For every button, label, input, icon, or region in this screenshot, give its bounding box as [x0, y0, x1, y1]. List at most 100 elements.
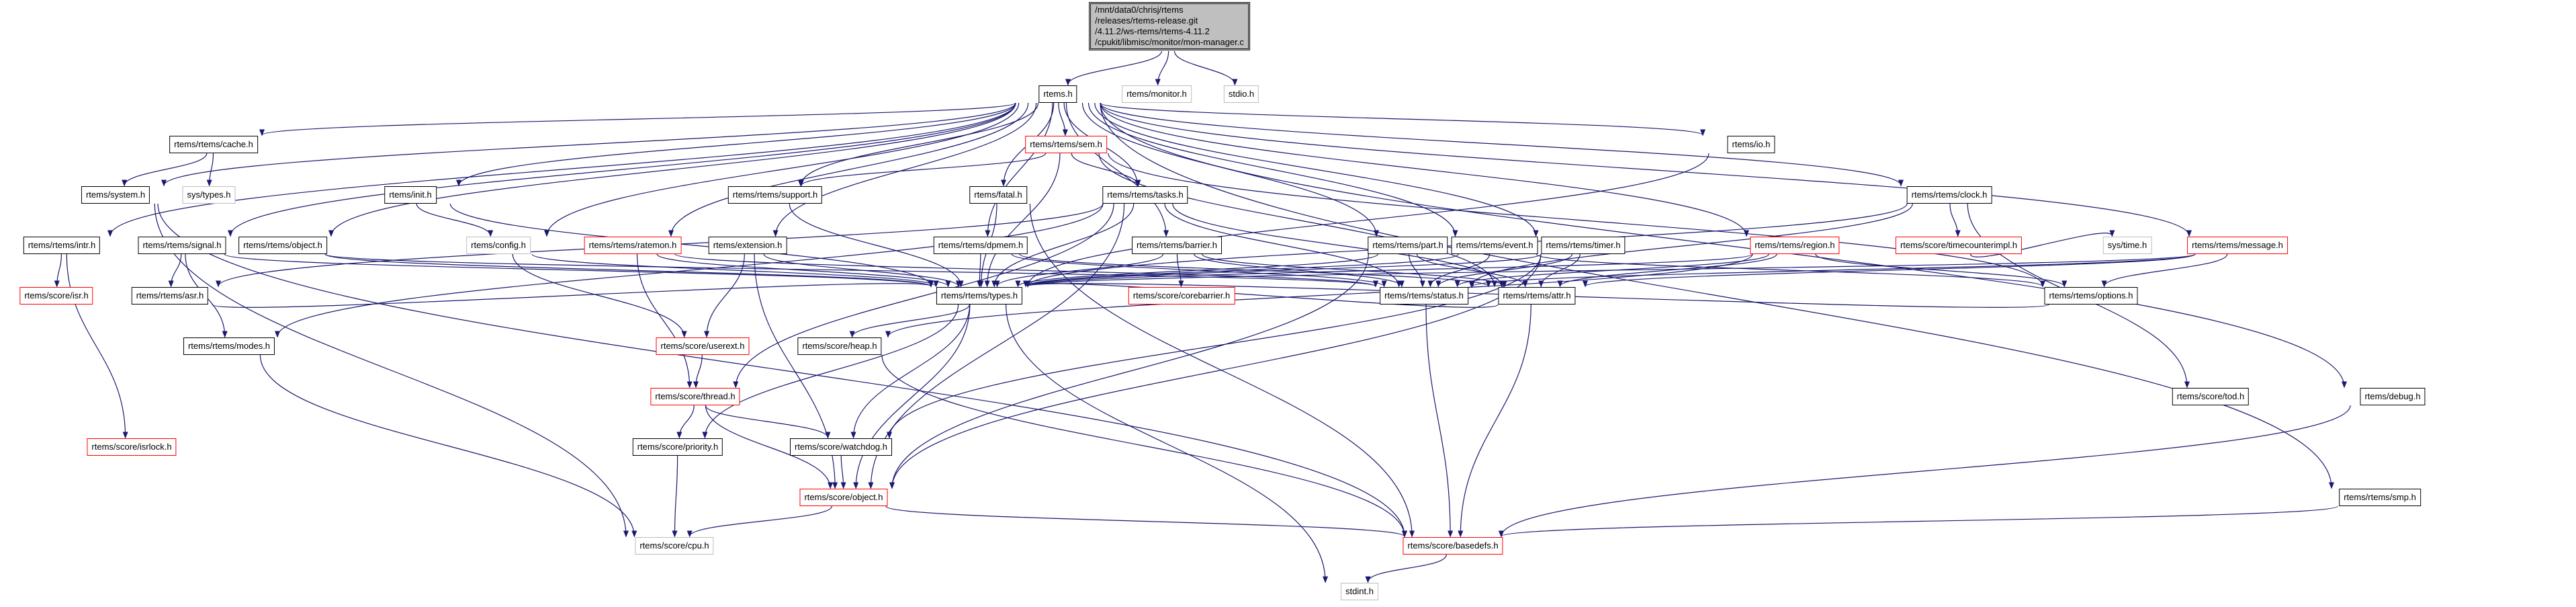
- edge-message-h-to-types-h: [1025, 253, 2196, 288]
- graph-node-timer-h[interactable]: rtems/rtems/timer.h: [1541, 237, 1626, 254]
- edge-barrier-h-to-attr-h: [1201, 253, 1507, 288]
- edge-rtems-h-to-system-h: [161, 102, 1016, 187]
- edge-rtems-h-to-dpmem-h: [985, 102, 1053, 237]
- graph-node-basedefs-h[interactable]: rtems/score/basedefs.h: [1403, 537, 1503, 555]
- edge-event-h-to-status-h: [1427, 253, 1491, 288]
- edge-extension-h-to-userext-h: [703, 253, 745, 338]
- graph-node-barrier-h[interactable]: rtems/rtems/barrier.h: [1132, 237, 1222, 254]
- edge-support-h-to-types-h: [789, 203, 964, 288]
- edge-rtems-h-to-config-h: [543, 102, 1020, 237]
- edge-types-h-to-heap-h: [849, 304, 971, 338]
- graph-node-userext-h[interactable]: rtems/score/userext.h: [656, 337, 750, 355]
- graph-node-object-score-h[interactable]: rtems/score/object.h: [799, 489, 888, 506]
- graph-node-stdint-h: stdint.h: [1341, 583, 1378, 600]
- graph-node-asr-h[interactable]: rtems/rtems/asr.h: [131, 287, 209, 305]
- edge-intr-h-to-isrlock-h: [66, 253, 128, 439]
- graph-node-isrlock-h[interactable]: rtems/score/isrlock.h: [87, 438, 177, 456]
- graph-node-io-h[interactable]: rtems/io.h: [1727, 136, 1775, 153]
- edge-rtems-h-to-timer-h: [1094, 102, 1539, 237]
- edge-barrier-h-to-status-h: [1194, 253, 1405, 288]
- graph-node-options-h[interactable]: rtems/rtems/options.h: [2044, 287, 2138, 305]
- edge-rtems-h-to-region-h: [1100, 102, 1749, 237]
- edge-part-h-to-attr-h: [1416, 253, 1528, 288]
- edge-system-h-to-basedefs-h: [157, 203, 1408, 538]
- edge-rtems-h-to-signal-h: [228, 102, 1016, 237]
- edge-priority-h-to-cpu-h: [672, 455, 678, 538]
- edge-ratemon-h-to-thread-h: [636, 253, 693, 389]
- edge-heap-h-to-basedefs-h: [881, 354, 1408, 538]
- edge-dpmem-h-to-attr-h: [1019, 253, 1491, 288]
- graph-node-ratemon-h[interactable]: rtems/rtems/ratemon.h: [584, 237, 682, 254]
- graph-node-part-h[interactable]: rtems/rtems/part.h: [1368, 237, 1448, 254]
- graph-node-status-h[interactable]: rtems/rtems/status.h: [1380, 287, 1468, 305]
- graph-node-intr-h[interactable]: rtems/rtems/intr.h: [23, 237, 101, 254]
- edge-rtems-h-to-barrier-h: [1065, 102, 1169, 237]
- edge-sem-h-to-options-h: [1108, 153, 2045, 288]
- graph-node-timecounterimpl-h[interactable]: rtems/score/timecounterimpl.h: [1895, 237, 2023, 254]
- edge-event-h-to-types-h: [1023, 253, 1459, 288]
- edge-init-h-to-types-h: [449, 203, 934, 288]
- edge-debug-h-to-basedefs-h: [1499, 405, 2351, 538]
- graph-node-system-h[interactable]: rtems/system.h: [81, 186, 150, 204]
- edge-rtems-h-to-event-h: [1087, 102, 1458, 237]
- edge-title-to-stdio-h: [1173, 50, 1238, 86]
- edge-system-h-to-cpu-h: [154, 203, 629, 538]
- graph-node-types-h[interactable]: rtems/rtems/types.h: [936, 287, 1023, 305]
- graph-node-fatal-h[interactable]: rtems/fatal.h: [969, 186, 1027, 204]
- graph-node-isr-h[interactable]: rtems/score/isr.h: [19, 287, 93, 305]
- graph-node-support-h[interactable]: rtems/rtems/support.h: [727, 186, 823, 204]
- graph-node-attr-h[interactable]: rtems/rtems/attr.h: [1498, 287, 1576, 305]
- graph-node-config-h: rtems/config.h: [466, 237, 531, 254]
- graph-node-rtems-h[interactable]: rtems.h: [1038, 85, 1077, 103]
- graph-node-signal-h[interactable]: rtems/rtems/signal.h: [138, 237, 226, 254]
- edge-userext-h-to-thread-h: [693, 354, 703, 389]
- graph-node-extension-h[interactable]: rtems/extension.h: [708, 237, 787, 254]
- edge-object-score-h-to-basedefs-h: [885, 505, 1407, 538]
- edge-config-h-to-userext-h: [512, 253, 687, 338]
- edge-init-h-to-config-h: [416, 203, 494, 237]
- edge-object-classic-h-to-types-h: [324, 253, 934, 288]
- edge-object-score-h-to-cpu-h: [686, 505, 832, 538]
- graph-node-event-h[interactable]: rtems/rtems/event.h: [1451, 237, 1538, 254]
- graph-node-cache-h[interactable]: rtems/rtems/cache.h: [169, 136, 258, 153]
- edge-smp-h-to-basedefs-h: [1499, 505, 2338, 538]
- graph-node-region-h[interactable]: rtems/rtems/region.h: [1750, 237, 1840, 254]
- edge-ratemon-h-to-status-h: [674, 253, 1378, 288]
- graph-node-corebarrier-h[interactable]: rtems/score/corebarrier.h: [1128, 287, 1235, 305]
- graph-node-heap-h[interactable]: rtems/score/heap.h: [797, 337, 882, 355]
- graph-node-clock-h[interactable]: rtems/rtems/clock.h: [1906, 186, 1992, 204]
- edge-sem-h-to-attr-h: [1098, 153, 1497, 288]
- graph-node-init-h[interactable]: rtems/init.h: [384, 186, 437, 204]
- edge-rtems-h-to-init-h: [456, 102, 1016, 187]
- edge-thread-h-to-priority-h: [676, 405, 695, 439]
- edge-watchdog-h-to-object-score-h: [840, 455, 846, 489]
- edge-timecounterimpl-h-to-sys-time-h: [1969, 230, 2115, 257]
- edge-types-h-to-priority-h: [702, 304, 959, 439]
- edge-region-h-to-types-h: [1025, 253, 1753, 288]
- edge-timer-h-to-attr-h: [1538, 253, 1581, 288]
- graph-node-smp-h[interactable]: rtems/rtems/smp.h: [2339, 489, 2421, 506]
- graph-node-dpmem-h[interactable]: rtems/rtems/dpmem.h: [933, 237, 1028, 254]
- edge-intr-h-to-isr-h: [54, 253, 62, 288]
- graph-node-watchdog-h[interactable]: rtems/score/watchdog.h: [789, 438, 893, 456]
- edge-rtems-h-to-smp-h: [1100, 102, 2335, 489]
- edge-clock-h-to-timecounterimpl-h: [1949, 203, 1961, 237]
- edge-basedefs-h-to-stdint-h: [1365, 554, 1447, 583]
- graph-node-sem-h[interactable]: rtems/rtems/sem.h: [1025, 136, 1107, 153]
- edge-sem-h-to-tasks-h: [1071, 153, 1141, 187]
- graph-node-thread-h[interactable]: rtems/score/thread.h: [650, 388, 740, 405]
- graph-node-message-h[interactable]: rtems/rtems/message.h: [2187, 237, 2288, 254]
- graph-node-monitor-h: rtems/monitor.h: [1122, 85, 1192, 103]
- graph-node-sys-types-h: sys/types.h: [182, 186, 236, 204]
- graph-node-debug-h[interactable]: rtems/debug.h: [2360, 388, 2426, 405]
- edge-rtems-h-to-sem-h: [1058, 102, 1068, 136]
- edge-io-h-to-types-h: [1025, 153, 1709, 288]
- graph-node-modes-h[interactable]: rtems/rtems/modes.h: [183, 337, 275, 355]
- graph-node-priority-h[interactable]: rtems/score/priority.h: [632, 438, 723, 456]
- edge-rtems-h-to-cache-h: [259, 102, 1016, 136]
- graph-node-tod-h[interactable]: rtems/score/tod.h: [2172, 388, 2250, 405]
- graph-node-tasks-h[interactable]: rtems/rtems/tasks.h: [1102, 186, 1188, 204]
- edge-object-classic-h-to-status-h: [324, 253, 1378, 288]
- graph-node-object-classic-h[interactable]: rtems/rtems/object.h: [238, 237, 327, 254]
